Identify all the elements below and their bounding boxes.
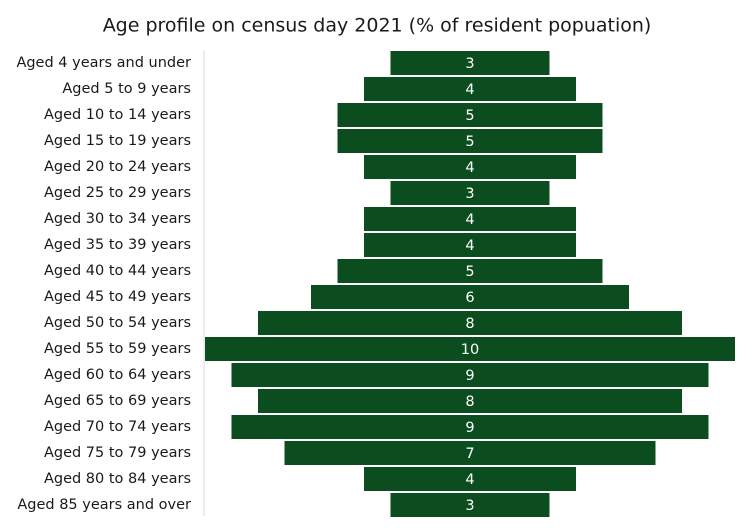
data-label: 4 [465,212,474,228]
data-label: 3 [465,186,474,202]
y-tick-label: Aged 30 to 34 years [44,211,191,227]
bar [390,493,550,517]
data-label: 8 [465,394,474,410]
y-tick-label: Aged 10 to 14 years [44,107,191,123]
y-tick-label: Aged 25 to 29 years [44,185,191,201]
y-tick-label: Aged 65 to 69 years [44,393,191,409]
data-label: 9 [465,420,474,436]
y-tick-label: Aged 70 to 74 years [44,419,191,435]
bar [364,77,576,101]
bar [231,363,709,387]
bar [258,389,682,413]
y-tick-label: Aged 4 years and under [16,55,191,71]
y-tick-label: Aged 35 to 39 years [44,237,191,253]
y-tick-label: Aged 40 to 44 years [44,263,191,279]
bar [258,311,682,335]
bar [205,337,735,361]
data-label: 4 [465,238,474,254]
bar [390,181,550,205]
y-tick-label: Aged 80 to 84 years [44,471,191,487]
data-label: 6 [465,290,474,306]
bar [390,51,550,75]
y-tick-label: Aged 50 to 54 years [44,315,191,331]
bar [364,207,576,231]
data-label: 7 [465,446,474,462]
bar [284,441,656,465]
y-tick-label: Aged 45 to 49 years [44,289,191,305]
y-tick-label: Aged 20 to 24 years [44,159,191,175]
bar [231,415,709,439]
data-label: 10 [461,342,479,358]
data-label: 4 [465,160,474,176]
y-tick-label: Aged 5 to 9 years [62,81,191,97]
data-label: 3 [465,56,474,72]
chart-title: Age profile on census day 2021 (% of res… [103,15,652,37]
y-tick-label: Aged 85 years and over [17,497,191,513]
data-label: 8 [465,316,474,332]
bar [337,103,603,127]
data-label: 5 [465,108,474,124]
bar [311,285,629,309]
bar [337,129,603,153]
bar [364,233,576,257]
bar [364,155,576,179]
y-tick-label: Aged 60 to 64 years [44,367,191,383]
data-label: 9 [465,368,474,384]
data-label: 5 [465,134,474,150]
y-tick-label: Aged 75 to 79 years [44,445,191,461]
data-label: 3 [465,498,474,514]
bar [337,259,603,283]
y-tick-label: Aged 15 to 19 years [44,133,191,149]
data-label: 4 [465,472,474,488]
bar [364,467,576,491]
data-label: 5 [465,264,474,280]
data-label: 4 [465,82,474,98]
y-tick-label: Aged 55 to 59 years [44,341,191,357]
